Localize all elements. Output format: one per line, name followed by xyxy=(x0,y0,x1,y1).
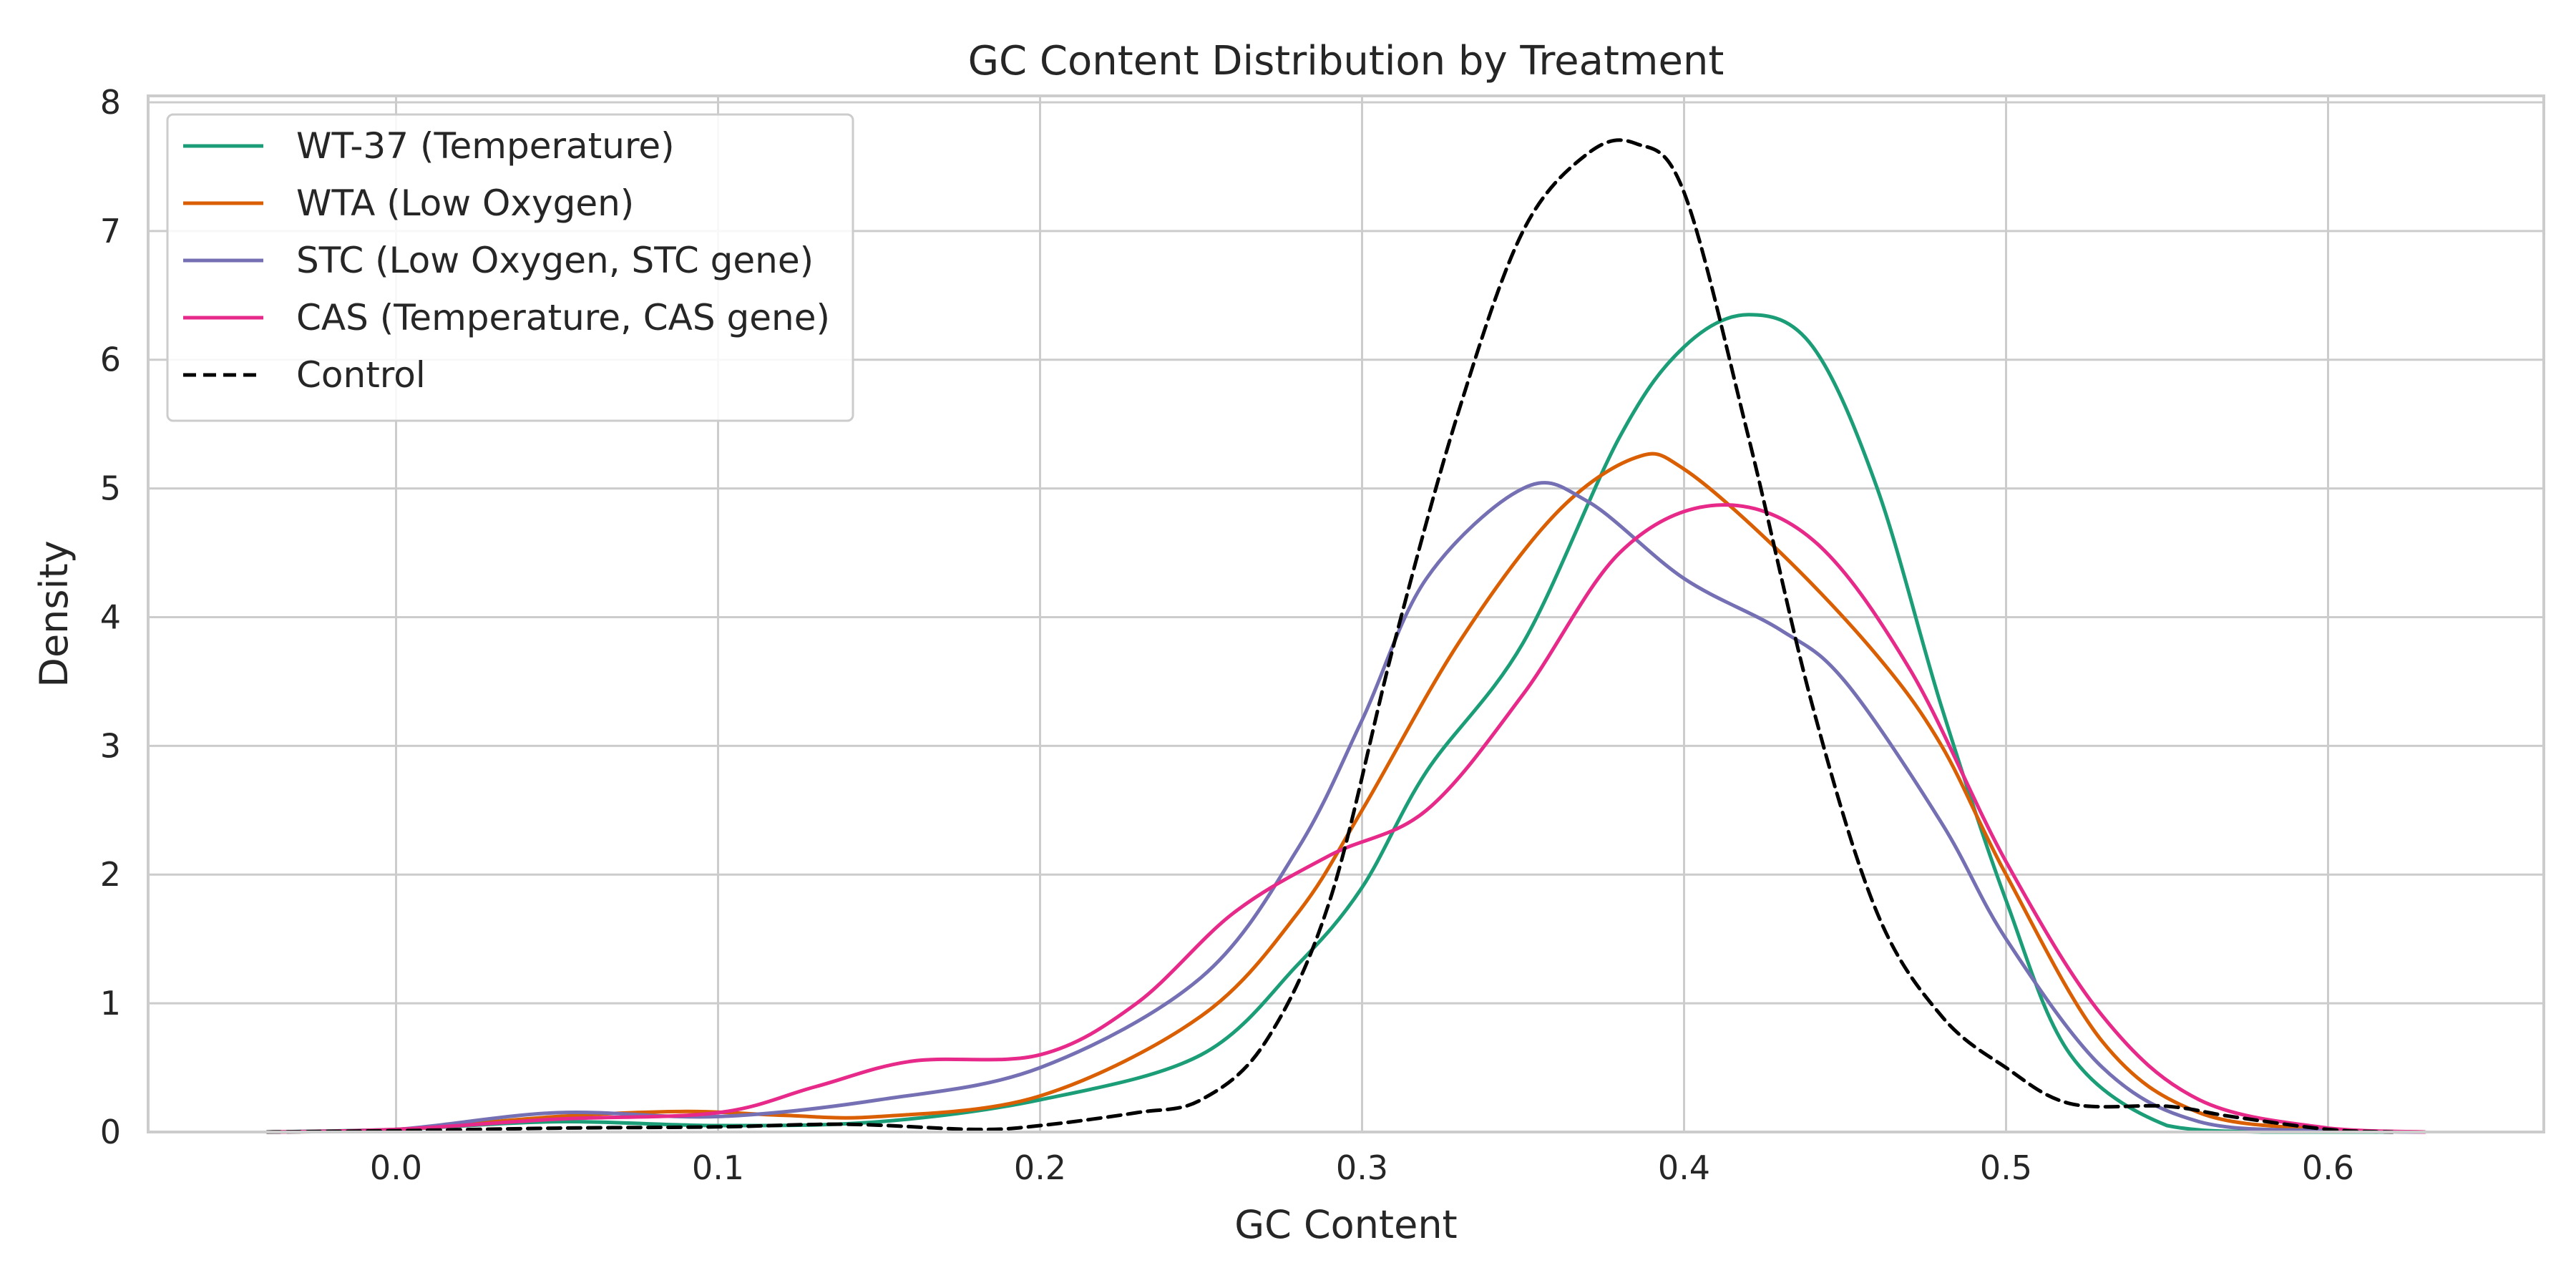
y-tick-label: 6 xyxy=(100,341,121,379)
x-tick-label: 0.4 xyxy=(1658,1148,1710,1187)
y-tick-label: 0 xyxy=(100,1113,121,1151)
tick-layer: 0.0 0.1 0.2 0.3 0.4 0.5 0.6 0 1 2 3 4 5 6 7 8 xyxy=(100,83,2354,1187)
y-tick-label: 8 xyxy=(100,83,121,122)
x-tick-label: 0.1 xyxy=(692,1148,744,1187)
x-axis-label: GC Content xyxy=(1234,1202,1457,1247)
plot-frame xyxy=(147,94,2545,1133)
x-tick-label: 0.3 xyxy=(1336,1148,1388,1187)
legend-label: CAS (Temperature, CAS gene) xyxy=(296,297,830,338)
legend-box xyxy=(166,113,854,422)
x-tick-label: 0.2 xyxy=(1014,1148,1066,1187)
x-tick-label: 0.0 xyxy=(370,1148,422,1187)
x-tick-label: 0.6 xyxy=(2302,1148,2354,1187)
legend-label: WT-37 (Temperature) xyxy=(296,125,675,167)
y-tick-label: 5 xyxy=(100,469,121,508)
series-layer xyxy=(265,138,2426,1134)
series-line-cas-temperature-cas-gene xyxy=(265,503,2426,1134)
x-tick-label: 0.5 xyxy=(1980,1148,2032,1187)
y-tick-label: 2 xyxy=(100,855,121,894)
y-tick-label: 1 xyxy=(100,984,121,1023)
series-line-control xyxy=(265,138,2394,1134)
y-tick-label: 4 xyxy=(100,597,121,636)
y-axis-label: Density xyxy=(31,540,77,687)
legend-label: Control xyxy=(296,354,426,396)
series-line-wta-low-oxygen xyxy=(265,452,2426,1134)
chart-title: GC Content Distribution by Treatment xyxy=(968,38,1724,84)
legend-label: STC (Low Oxygen, STC gene) xyxy=(296,240,814,281)
legend: WT-37 (Temperature) WTA (Low Oxygen) STC (… xyxy=(166,113,854,422)
y-tick-label: 7 xyxy=(100,212,121,250)
y-tick-label: 3 xyxy=(100,726,121,765)
series-line-stc-low-oxygen-stc-gene xyxy=(265,481,2426,1134)
legend-label: WTA (Low Oxygen) xyxy=(296,182,634,224)
